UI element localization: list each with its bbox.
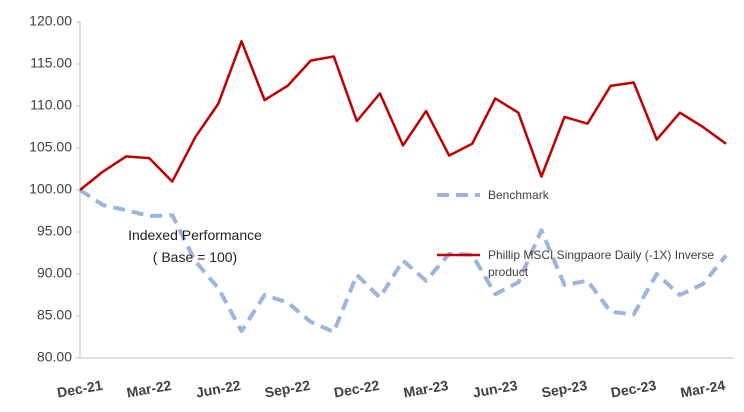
y-tick-label: 115.00 — [30, 55, 72, 71]
y-tick-label: 100.00 — [29, 181, 72, 197]
x-tick-label: Mar-24 — [679, 377, 726, 401]
x-tick-label: Mar-22 — [125, 377, 172, 401]
annotation-line: ( Base = 100) — [152, 249, 238, 265]
y-tick-label: 105.00 — [29, 139, 72, 155]
y-tick-label: 110.00 — [30, 97, 72, 113]
series-line — [79, 40, 727, 191]
y-tick-label: 80.00 — [37, 349, 72, 365]
x-tick-label: Dec-21 — [56, 377, 104, 401]
x-tick-label: Sep-22 — [263, 377, 311, 401]
series-line — [78, 188, 728, 334]
annotation: Indexed Performance ( Base = 100) — [95, 224, 295, 268]
legend-label: Phillip MSCI Singpaore Daily (-1X) Inver… — [488, 248, 715, 279]
x-tick-label: Dec-22 — [333, 377, 381, 401]
x-tick-label: Jun-22 — [195, 377, 242, 401]
y-tick-label: 90.00 — [37, 265, 72, 281]
annotation-line: Indexed Performance — [128, 227, 262, 243]
x-tick-label: Jun-23 — [471, 377, 518, 401]
x-tick-label: Sep-23 — [540, 377, 588, 401]
y-tick-label: 120.00 — [29, 13, 72, 29]
y-tick-label: 95.00 — [37, 223, 72, 239]
y-tick-label: 85.00 — [37, 307, 72, 323]
x-tick-label: Mar-23 — [402, 377, 449, 401]
x-tick-label: Dec-23 — [609, 377, 657, 401]
legend-label: Benchmark — [488, 188, 549, 202]
